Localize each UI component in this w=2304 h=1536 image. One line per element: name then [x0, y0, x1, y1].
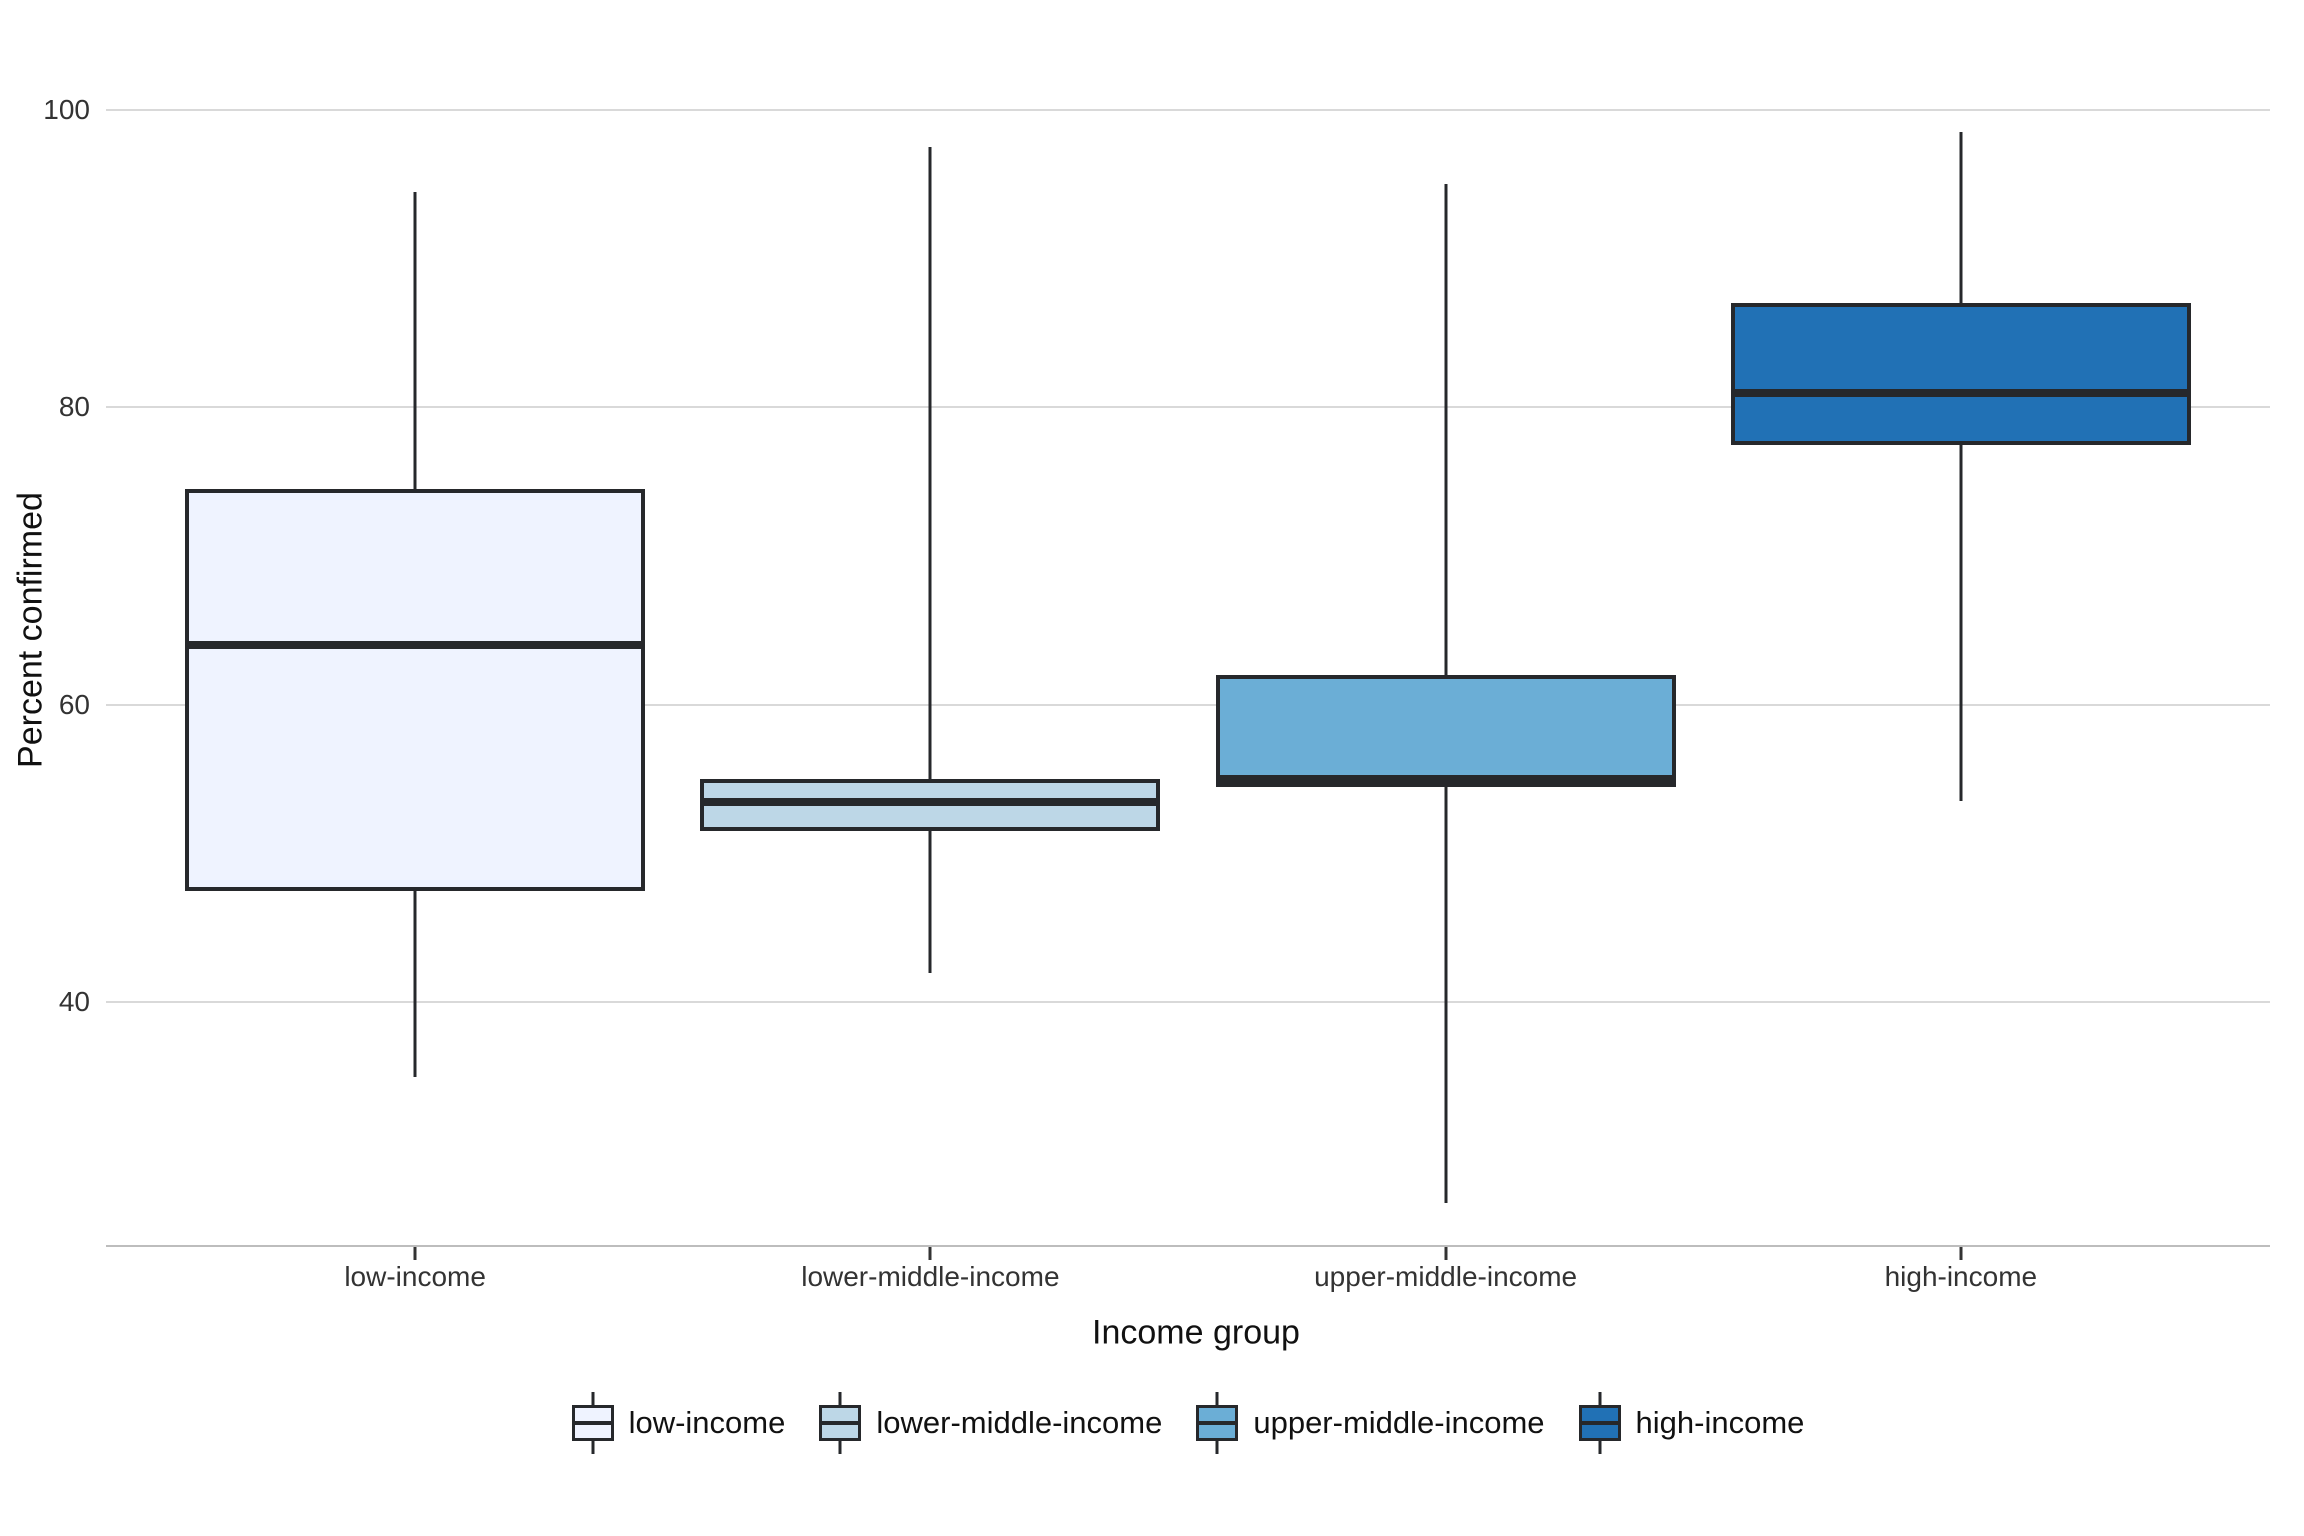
- legend-item-upper-middle-income: upper-middle-income: [1196, 1392, 1545, 1454]
- upper-whisker-upper-middle-income: [1444, 184, 1448, 676]
- lower-whisker-upper-middle-income: [1444, 786, 1448, 1203]
- legend-glyph-median: [574, 1421, 611, 1425]
- legend-label: high-income: [1635, 1405, 1805, 1440]
- gridline-80: [106, 406, 2270, 409]
- median-lower-middle-income: [704, 797, 1157, 806]
- legend-label: upper-middle-income: [1253, 1405, 1545, 1440]
- legend-glyph-median: [1199, 1421, 1236, 1425]
- x-tick-mark-lower-middle-income: [928, 1247, 932, 1260]
- legend-glyph-median: [1581, 1421, 1618, 1425]
- y-tick-label-80: 80: [58, 391, 90, 423]
- x-tick-label-lower-middle-income: lower-middle-income: [801, 1261, 1060, 1292]
- y-tick-label-60: 60: [58, 688, 90, 720]
- x-tick-label-low-income: low-income: [344, 1261, 486, 1292]
- gridline-100: [106, 109, 2270, 111]
- upper-whisker-lower-middle-income: [928, 147, 932, 780]
- median-upper-middle-income: [1219, 775, 1672, 784]
- y-tick-label-100: 100: [43, 94, 90, 125]
- lower-whisker-lower-middle-income: [928, 831, 932, 973]
- y-tick-label-40: 40: [58, 986, 90, 1018]
- median-high-income: [1734, 388, 2187, 397]
- legend-item-low-income: low-income: [571, 1392, 786, 1454]
- x-tick-mark-high-income: [1959, 1247, 1963, 1260]
- upper-whisker-low-income: [413, 191, 417, 490]
- legend-item-lower-middle-income: lower-middle-income: [819, 1392, 1162, 1454]
- x-axis-title: Income group: [1092, 1313, 1300, 1352]
- x-tick-mark-upper-middle-income: [1444, 1247, 1448, 1260]
- legend-boxplot-glyph-icon: [819, 1392, 862, 1454]
- lower-whisker-low-income: [413, 890, 417, 1077]
- gridline-60: [106, 703, 2270, 706]
- box-upper-middle-income: [1215, 675, 1676, 787]
- x-tick-mark-low-income: [413, 1247, 417, 1260]
- box-high-income: [1730, 303, 2191, 445]
- legend: low-income lower-middle-income upper-middl…: [106, 1392, 2270, 1454]
- box-low-income: [185, 489, 646, 891]
- legend-glyph-median: [822, 1421, 859, 1425]
- x-axis-line: [106, 1245, 2270, 1247]
- gridline-40: [106, 1001, 2270, 1004]
- median-low-income: [189, 641, 642, 650]
- y-axis-title: Percent confirmed: [11, 492, 50, 768]
- lower-whisker-high-income: [1959, 444, 1963, 802]
- upper-whisker-high-income: [1959, 132, 1963, 304]
- x-tick-label-upper-middle-income: upper-middle-income: [1314, 1261, 1578, 1292]
- legend-boxplot-glyph-icon: [1196, 1392, 1239, 1454]
- legend-boxplot-glyph-icon: [1578, 1392, 1621, 1454]
- x-tick-label-high-income: high-income: [1884, 1261, 2038, 1292]
- legend-label: low-income: [628, 1405, 786, 1440]
- legend-label: lower-middle-income: [876, 1405, 1163, 1440]
- legend-boxplot-glyph-icon: [571, 1392, 614, 1454]
- legend-item-high-income: high-income: [1578, 1392, 1805, 1454]
